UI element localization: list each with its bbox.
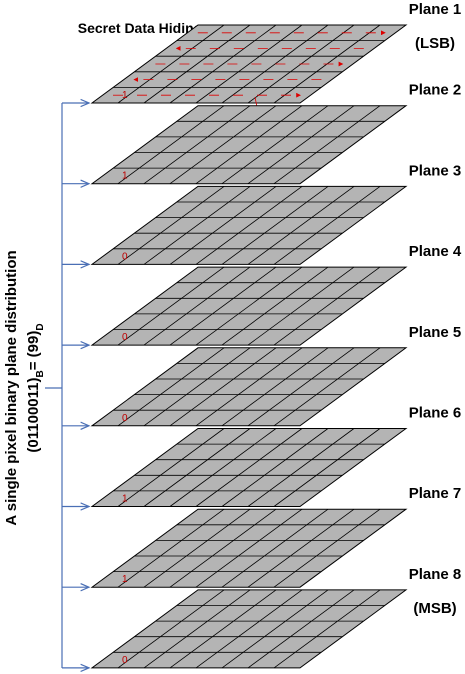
plane-sublabel: (LSB) [415, 35, 455, 52]
plane: 0 Plane 4 [62, 243, 462, 345]
grid-line [273, 508, 381, 588]
plane-label: Plane 8 [409, 566, 462, 583]
grid-line [143, 347, 251, 427]
grid-line [221, 508, 329, 588]
grid-line [221, 186, 329, 265]
plane-label: Plane 4 [409, 243, 462, 260]
decimal-base: D [35, 323, 46, 330]
grid-line [169, 589, 277, 669]
side-label-line1: A single pixel binary plane distribution [3, 250, 20, 525]
plane: 0 Plane 3 [62, 162, 461, 264]
grid-line [247, 589, 355, 669]
grid-line [169, 105, 277, 185]
grid-line [143, 105, 251, 185]
grid-line [169, 508, 277, 588]
grid-line [221, 24, 329, 104]
plane: 1 Plane 1 (LSB) [62, 1, 462, 117]
bit-value: 0 [122, 413, 128, 424]
grid-line [117, 105, 225, 185]
equals: = (99) [25, 331, 42, 371]
grid-line [221, 347, 329, 427]
plane-label: Plane 3 [409, 162, 462, 179]
grid-line [117, 24, 225, 104]
grid-line [195, 266, 303, 346]
grid-line [117, 508, 225, 588]
binary: (01100011) [25, 378, 42, 453]
grid-line [247, 428, 355, 507]
grid-line [195, 589, 303, 669]
grid-line [273, 266, 381, 346]
grid-line [247, 266, 355, 346]
bit-value: 1 [122, 171, 128, 182]
bit-value: 0 [122, 251, 128, 262]
grid-line [169, 428, 277, 507]
binary-base: B [35, 370, 46, 377]
grid-line [195, 508, 303, 588]
plane: 1 Plane 7 [62, 485, 461, 587]
grid-line [247, 508, 355, 588]
bit-value: 1 [122, 494, 128, 505]
plane-label: Plane 2 [409, 82, 462, 99]
grid-line [195, 24, 303, 104]
grid-line [117, 266, 225, 346]
plane: 0 Plane 5 [62, 324, 461, 426]
grid-line [169, 186, 277, 265]
grid-line [143, 266, 251, 346]
grid-line [247, 105, 355, 185]
grid-line [117, 589, 225, 669]
side-label: A single pixel binary plane distribution… [3, 250, 46, 525]
grid-line [273, 105, 381, 185]
grid-line [273, 589, 381, 669]
grid-line [143, 24, 251, 104]
grid-line [169, 347, 277, 427]
grid-line [221, 589, 329, 669]
side-label-line2: (01100011)B= (99)D [25, 323, 46, 452]
bit-value: 1 [122, 574, 128, 585]
grid-line [195, 428, 303, 507]
plane-sublabel: (MSB) [413, 600, 456, 617]
plane: 1 Plane 2 [62, 82, 461, 184]
grid-line [247, 186, 355, 265]
plane: 0 Plane 8 (MSB) [62, 566, 461, 668]
grid-line [195, 186, 303, 265]
grid-line [143, 508, 251, 588]
plane: 1 Plane 6 [62, 405, 461, 507]
grid-line [169, 24, 277, 104]
plane-label: Plane 7 [409, 485, 462, 502]
plane-label: Plane 6 [409, 405, 462, 422]
grid-line [169, 266, 277, 346]
grid-line [221, 428, 329, 507]
grid-line [117, 428, 225, 507]
grid-line [195, 347, 303, 427]
grid-line [143, 186, 251, 265]
plane-label: Plane 1 [409, 1, 462, 18]
grid-line [143, 589, 251, 669]
grid-line [117, 186, 225, 265]
annotation: Secret Data Hiding [78, 20, 202, 36]
grid-line [273, 428, 381, 507]
grid-line [221, 105, 329, 185]
plane-label: Plane 5 [409, 324, 462, 341]
grid-line [273, 347, 381, 427]
grid-line [247, 347, 355, 427]
bit-value: 0 [122, 332, 128, 343]
grid-line [143, 428, 251, 507]
grid-line [273, 186, 381, 265]
grid-line [117, 347, 225, 427]
bit-value: 0 [122, 655, 128, 666]
grid-line [221, 266, 329, 346]
grid-line [195, 105, 303, 185]
bit-value: 1 [122, 90, 128, 101]
